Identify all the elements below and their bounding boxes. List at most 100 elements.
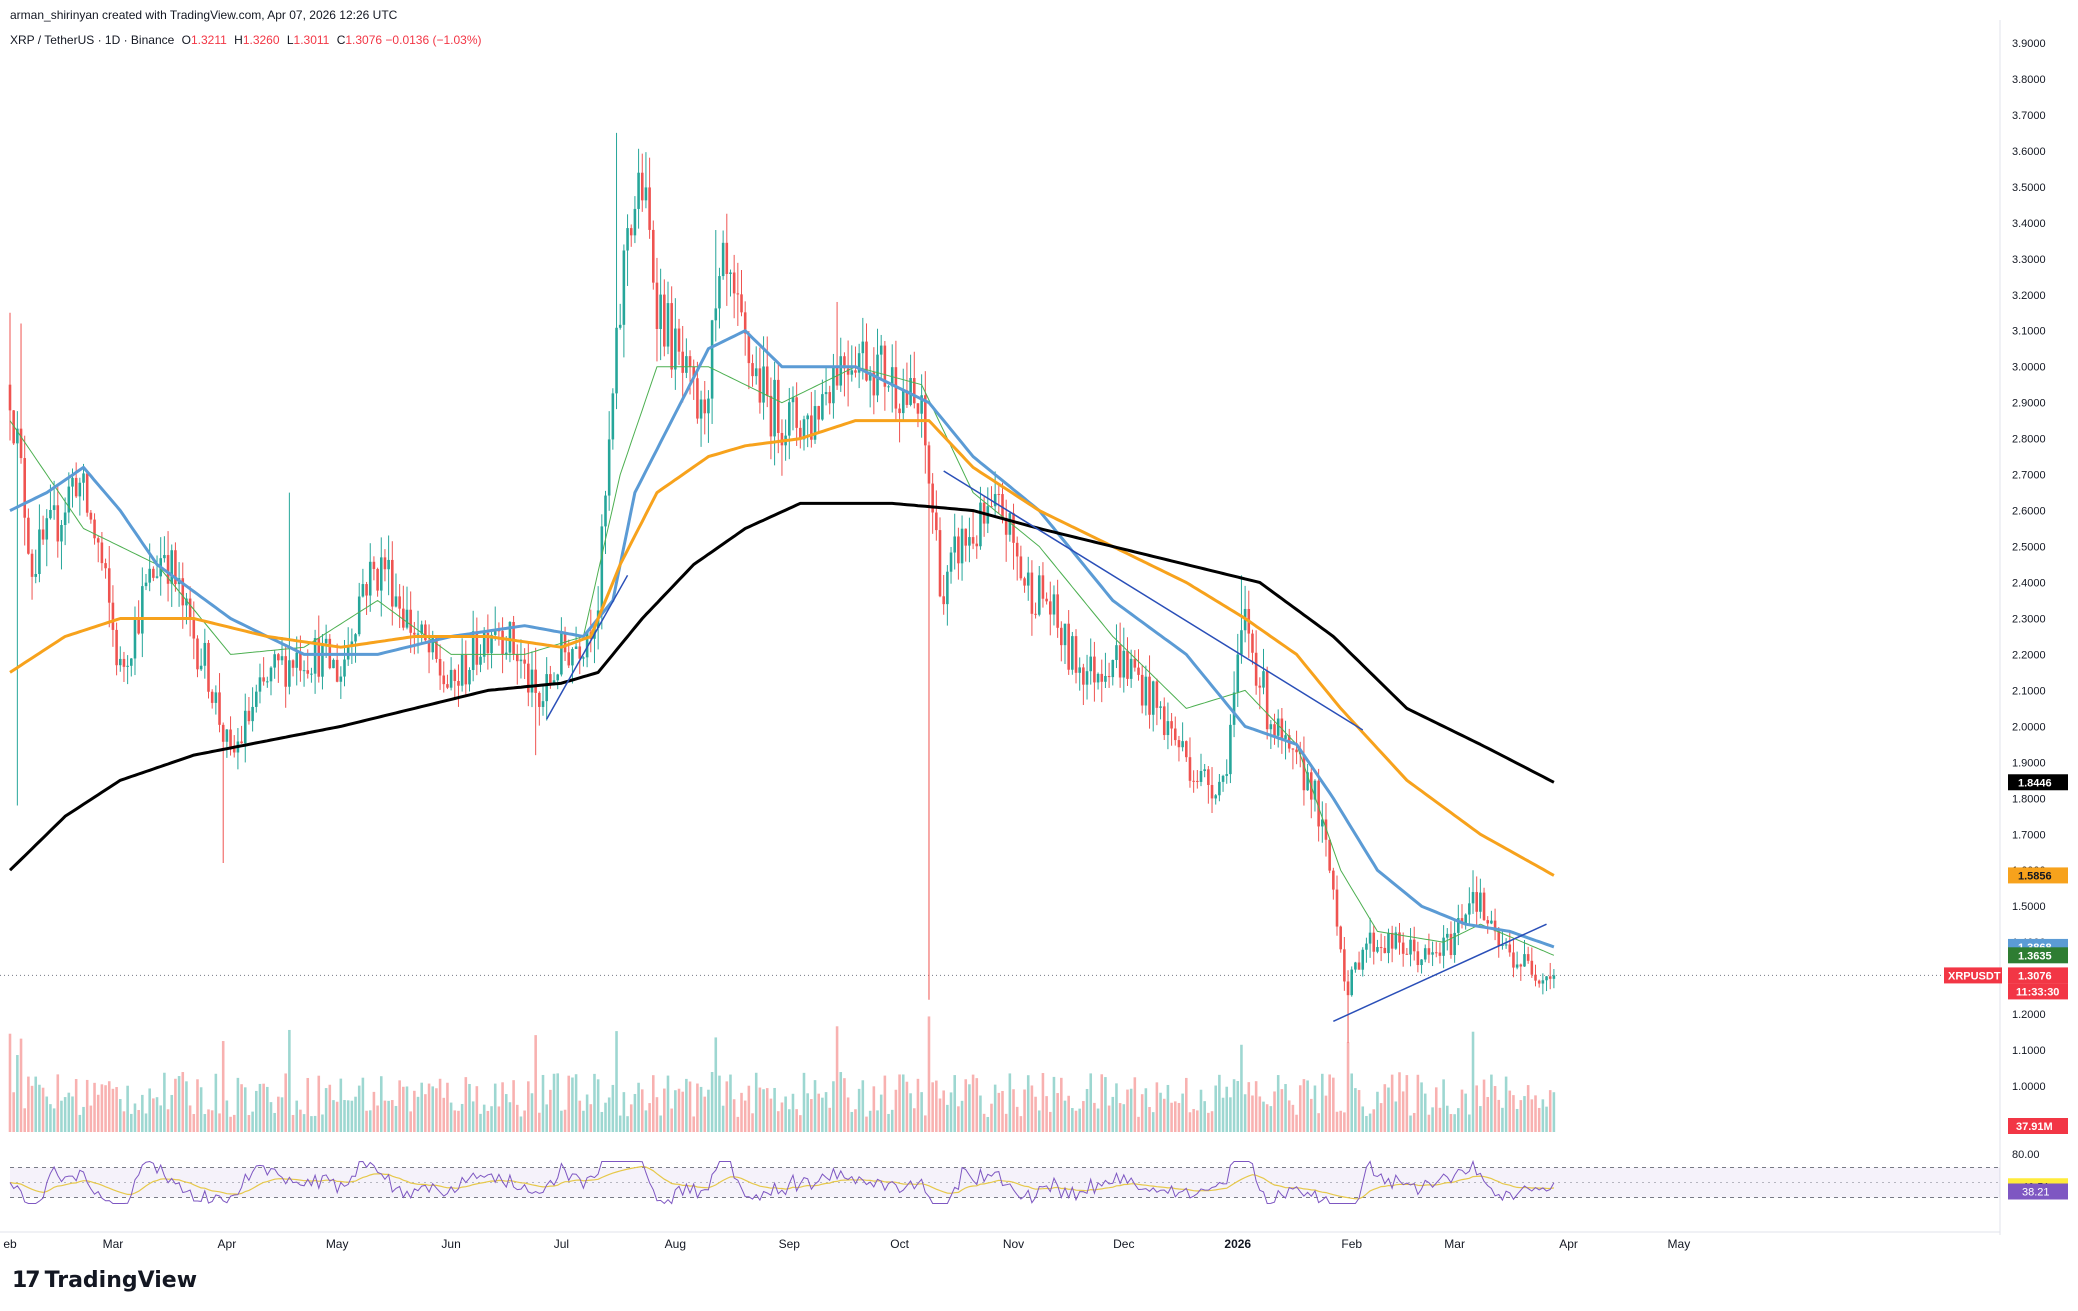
volume-bar — [1173, 1101, 1177, 1132]
candle-body — [1523, 954, 1526, 967]
candle-body — [1019, 556, 1023, 579]
price-tick-label: 1.9000 — [2012, 757, 2046, 769]
volume-bar — [920, 1092, 923, 1132]
volume-bar — [482, 1104, 486, 1132]
volume-bar — [1545, 1106, 1548, 1132]
volume-bar — [1280, 1089, 1284, 1132]
volume-bar — [1446, 1105, 1449, 1132]
volume-bar — [23, 1108, 26, 1132]
price-tick-label: 3.6000 — [2012, 146, 2046, 158]
volume-bar — [137, 1110, 140, 1132]
volume-bar — [791, 1093, 795, 1132]
candle-body — [508, 621, 512, 653]
candle-body — [464, 654, 468, 685]
candle-body — [788, 402, 791, 436]
volume-bar — [1457, 1108, 1460, 1132]
volume-bar — [703, 1096, 707, 1132]
candle-body — [1096, 673, 1100, 683]
volume-bar — [773, 1087, 776, 1132]
candle-body — [391, 559, 394, 607]
volume-bar — [361, 1077, 365, 1132]
time-tick-label: Mar — [1444, 1237, 1465, 1251]
volume-bar — [1185, 1077, 1188, 1132]
volume-bar — [335, 1101, 339, 1132]
volume-bar — [953, 1075, 956, 1132]
candle-body — [115, 629, 118, 666]
candle-body — [802, 419, 806, 440]
candle-body — [23, 458, 26, 518]
candle-body — [442, 675, 446, 685]
candle-body — [538, 692, 541, 707]
candle-body — [681, 351, 684, 373]
candle-body — [1519, 964, 1523, 967]
candle-body — [1453, 932, 1456, 956]
volume-bar — [611, 1084, 615, 1132]
candle-body — [1210, 784, 1214, 799]
volume-bar — [1479, 1106, 1482, 1132]
volume-bar — [291, 1114, 295, 1132]
candle-body — [1159, 706, 1162, 708]
candle-body — [78, 482, 82, 497]
volume-bar — [192, 1114, 196, 1132]
volume-bar — [126, 1085, 129, 1132]
volume-bar — [1512, 1095, 1515, 1132]
time-tick-label: Feb — [1341, 1237, 1362, 1251]
volume-bar — [328, 1084, 332, 1132]
volume-bar — [210, 1110, 214, 1132]
volume-bar — [1008, 1073, 1012, 1132]
volume-bar — [1526, 1085, 1530, 1132]
countdown-label: 11:33:30 — [2016, 986, 2059, 998]
candle-body — [504, 652, 508, 655]
candle-body — [990, 506, 993, 508]
volume-bar — [574, 1074, 578, 1132]
time-tick-label: Jun — [441, 1237, 460, 1251]
time-tick-label: Oct — [890, 1237, 909, 1251]
volume-bar — [571, 1077, 574, 1132]
volume-bar — [534, 1035, 537, 1132]
tradingview-logo-icon: 17 — [12, 1268, 41, 1293]
candle-body — [302, 670, 306, 672]
candle-body — [218, 692, 221, 725]
volume-bar — [1122, 1104, 1126, 1132]
volume-bar — [16, 1055, 19, 1132]
volume-bar — [148, 1088, 151, 1132]
volume-bar — [729, 1074, 732, 1132]
volume-bar — [1199, 1089, 1203, 1132]
volume-bar — [817, 1093, 820, 1132]
price-tag-bg — [2008, 774, 2068, 791]
volume-bar — [1004, 1113, 1008, 1132]
candle-body — [696, 378, 699, 419]
trendlines[interactable] — [546, 470, 1547, 1022]
volume-bar — [350, 1100, 354, 1132]
volume-bar — [1207, 1112, 1210, 1132]
candle-body — [1464, 914, 1467, 924]
price-tick-label: 2.8000 — [2012, 434, 2046, 446]
candle-body — [475, 631, 479, 665]
volume-bar — [460, 1103, 464, 1132]
candle-body — [736, 293, 740, 295]
candle-body — [1291, 748, 1295, 750]
legend-symbol[interactable]: XRP / TetherUS · 1D · Binance — [10, 33, 175, 47]
candle-body — [130, 658, 133, 666]
candle-body — [1085, 671, 1089, 685]
tradingview-logo[interactable]: 17 TradingView — [12, 1268, 197, 1293]
candle-body — [1082, 667, 1085, 685]
volume-bar — [141, 1094, 144, 1132]
volume-bar — [530, 1093, 534, 1132]
candle-body — [1313, 780, 1317, 800]
candle-body — [1490, 920, 1493, 924]
candle-body — [207, 642, 210, 692]
volume-bar — [255, 1090, 258, 1132]
candle-body — [354, 634, 357, 642]
price-tick-label: 1.1000 — [2012, 1045, 2046, 1057]
candle-body — [280, 656, 284, 661]
symbol-legend: XRP / TetherUS · 1D · Binance O1.3211 H1… — [10, 33, 482, 47]
volume-bar — [622, 1092, 626, 1132]
volume-bar — [1100, 1074, 1104, 1132]
price-axis[interactable]: 3.9000 3.8000 3.7000 3.6000 3.5000 3.4000 3.30… — [2012, 38, 2046, 1129]
candle-body — [754, 368, 758, 377]
time-axis[interactable]: eb Mar Apr May Jun Jul Aug Sep Oct Nov Dec 2026 Feb M… — [3, 1237, 1690, 1251]
volume-bar — [199, 1087, 203, 1132]
volume-bar — [740, 1092, 743, 1132]
